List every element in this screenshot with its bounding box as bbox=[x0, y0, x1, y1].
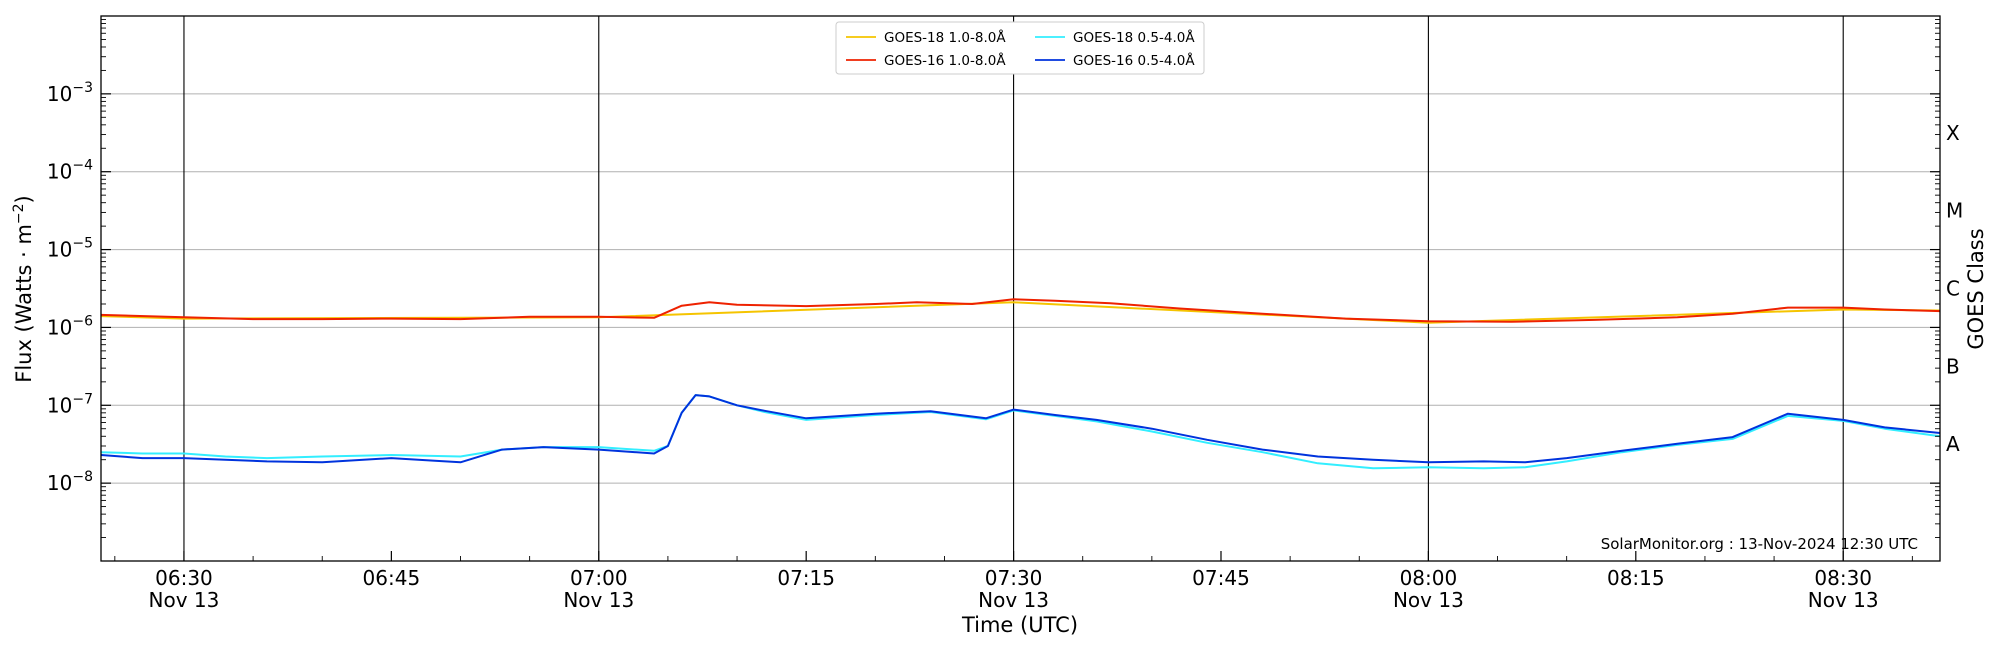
y-tick-label: 10−6 bbox=[47, 313, 93, 339]
x-tick-label: 07:15 bbox=[777, 566, 835, 590]
credit-annotation: SolarMonitor.org : 13-Nov-2024 12:30 UTC bbox=[1601, 535, 1918, 553]
series-line-1 bbox=[100, 298, 1941, 323]
x-tick-date-label: Nov 13 bbox=[563, 588, 634, 612]
legend-box bbox=[835, 21, 1205, 75]
x-tick-label: 07:30 bbox=[985, 566, 1043, 590]
goes-class-labels: A B C M X bbox=[1946, 121, 1963, 456]
grid-layer bbox=[101, 93, 1940, 484]
goes-class-label: X bbox=[1946, 121, 1960, 145]
x-tick-date-label: Nov 13 bbox=[149, 588, 220, 612]
legend-label: GOES-18 0.5-4.0Å bbox=[1073, 29, 1195, 46]
x-tick-label: 08:15 bbox=[1607, 566, 1665, 590]
y-axis-ticks: 10−8 10−7 10−6 10−5 10−4 10−3 bbox=[47, 80, 1940, 495]
x-tick-label: 08:30 bbox=[1814, 566, 1872, 590]
goes-class-label: A bbox=[1946, 432, 1960, 456]
legend: GOES-18 1.0-8.0Å GOES-16 1.0-8.0Å GOES-18 … bbox=[835, 21, 1205, 75]
legend-label: GOES-16 1.0-8.0Å bbox=[884, 52, 1006, 69]
goes-class-label: M bbox=[1946, 199, 1963, 223]
x-tick-label: 06:30 bbox=[155, 566, 213, 590]
y-tick-label: 10−5 bbox=[47, 236, 93, 262]
x-axis-title: Time (UTC) bbox=[961, 613, 1078, 637]
vertical-day-lines bbox=[183, 16, 1844, 561]
right-axis-title: GOES Class bbox=[1964, 228, 1988, 349]
y-tick-label: 10−8 bbox=[47, 469, 93, 495]
series-layer bbox=[100, 298, 1941, 470]
y-tick-label: 10−7 bbox=[47, 391, 93, 417]
x-tick-date-label: Nov 13 bbox=[1808, 588, 1879, 612]
goes-class-label: B bbox=[1946, 354, 1960, 378]
x-tick-label: 08:00 bbox=[1400, 566, 1458, 590]
series-line-2 bbox=[100, 394, 1941, 470]
y-tick-label: 10−4 bbox=[47, 158, 93, 184]
y-axis-title: Flux (Watts · m−2) bbox=[11, 195, 36, 383]
series-line-0 bbox=[100, 301, 1941, 324]
legend-label: GOES-16 0.5-4.0Å bbox=[1073, 52, 1195, 69]
series-line-3 bbox=[100, 394, 1941, 464]
goes-class-label: C bbox=[1946, 277, 1960, 301]
x-tick-label: 07:00 bbox=[570, 566, 628, 590]
x-tick-label: 07:45 bbox=[1192, 566, 1250, 590]
x-tick-date-label: Nov 13 bbox=[1393, 588, 1464, 612]
plot-frame bbox=[100, 15, 1941, 562]
minor-ticks bbox=[101, 19, 1940, 561]
x-tick-date-label: Nov 13 bbox=[978, 588, 1049, 612]
y-tick-label: 10−3 bbox=[47, 80, 93, 106]
x-tick-label: 06:45 bbox=[363, 566, 421, 590]
legend-label: GOES-18 1.0-8.0Å bbox=[884, 29, 1006, 46]
